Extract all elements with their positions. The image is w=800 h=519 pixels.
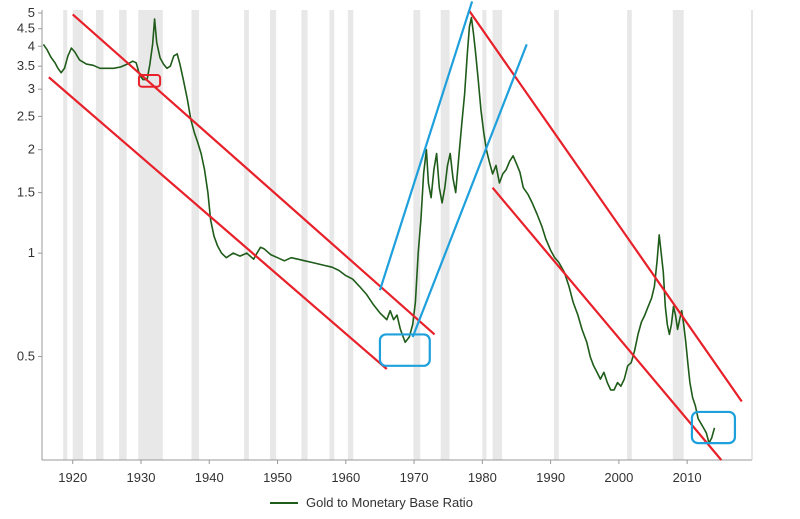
y-tick-label: 4.5 (17, 21, 35, 36)
red-trend-line (467, 9, 743, 403)
x-tick-label: 1970 (400, 470, 429, 485)
recession-band (63, 10, 68, 460)
red-highlight-box (137, 73, 162, 88)
recession-band (329, 10, 335, 460)
x-tick-label: 1930 (127, 470, 156, 485)
legend-swatch (270, 501, 298, 504)
x-tick-label: 2010 (673, 470, 702, 485)
y-tick-label: 5 (28, 5, 35, 20)
recession-band (244, 10, 249, 460)
recession-band (492, 10, 503, 460)
recession-band (672, 10, 684, 460)
recession-bands (63, 10, 684, 460)
x-tick-label: 1920 (58, 470, 87, 485)
recession-band (301, 10, 308, 460)
x-tick-label: 1950 (263, 470, 292, 485)
x-tick-label: 2000 (604, 470, 633, 485)
y-tick-labels: 0.5 1 1.5 2 2.5 3 3.5 4 4.55 (17, 5, 42, 364)
y-tick-label: 2 (28, 142, 35, 157)
recession-band (413, 10, 421, 460)
y-tick-label: 3.5 (17, 58, 35, 73)
recession-band (138, 10, 163, 460)
y-tick-label: 3 (28, 81, 35, 96)
blue-trend-line (378, 1, 474, 291)
red-trend-line (491, 187, 723, 461)
recession-band (72, 10, 83, 460)
x-tick-label: 1940 (195, 470, 224, 485)
series-group (42, 16, 716, 444)
annotation-group (48, 1, 743, 461)
recession-band (554, 10, 559, 460)
y-tick-label: 1.5 (17, 185, 35, 200)
series-line (42, 16, 716, 444)
x-tick-label: 1990 (536, 470, 565, 485)
x-tick-label: 1980 (468, 470, 497, 485)
recession-band (627, 10, 632, 460)
y-tick-label: 1 (28, 245, 35, 260)
recession-band (119, 10, 127, 460)
recession-band (270, 10, 277, 460)
recession-band (347, 10, 354, 460)
blue-trend-line (411, 44, 528, 338)
recession-band (191, 10, 200, 460)
recession-band (440, 10, 450, 460)
red-trend-line (48, 76, 388, 370)
x-tick-label: 1960 (331, 470, 360, 485)
y-tick-label: 4 (28, 38, 35, 53)
x-tick-labels: 1920 1930 1940 1950 1960 1970 1980 1990 2000 2010 (58, 460, 702, 485)
plot-frame (41, 10, 753, 461)
red-trend-line (71, 13, 436, 336)
blue-highlight-box (378, 333, 431, 367)
legend: Gold to Monetary Base Ratio (270, 495, 473, 510)
recession-band (482, 10, 487, 460)
legend-label: Gold to Monetary Base Ratio (306, 495, 473, 510)
y-tick-label: 0.5 (17, 349, 35, 364)
blue-highlight-box (690, 410, 737, 445)
recession-band (95, 10, 104, 460)
y-tick-label: 2.5 (17, 108, 35, 123)
